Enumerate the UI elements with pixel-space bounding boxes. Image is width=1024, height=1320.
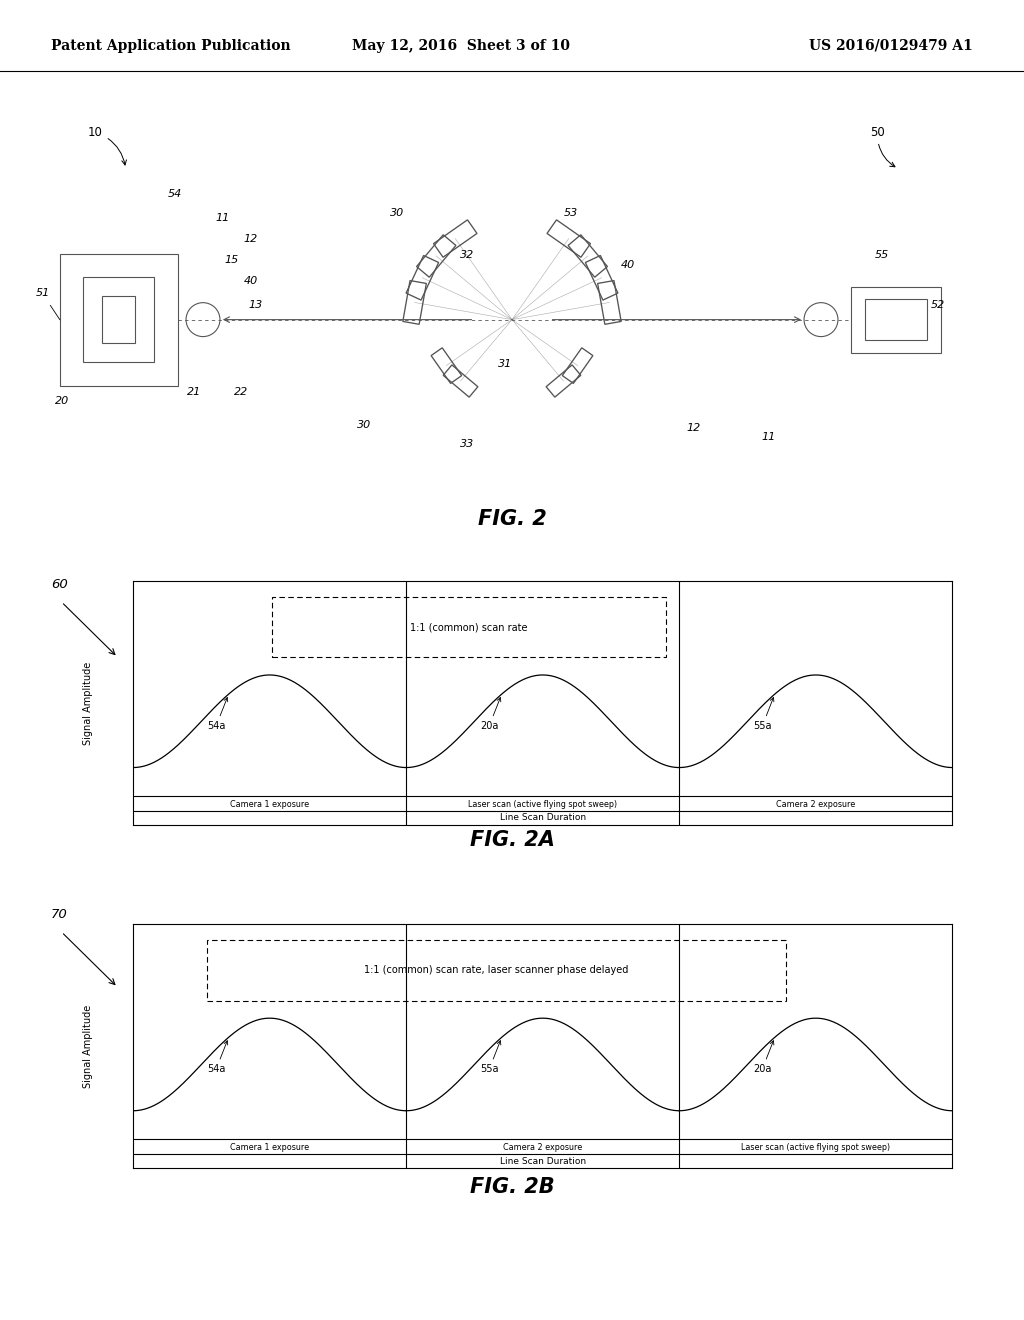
Text: 11: 11 bbox=[215, 213, 229, 223]
Text: 20a: 20a bbox=[753, 1040, 774, 1074]
Text: 51: 51 bbox=[36, 288, 50, 298]
Text: 11: 11 bbox=[762, 433, 776, 442]
Text: 30: 30 bbox=[389, 209, 403, 218]
Text: 33: 33 bbox=[460, 440, 474, 449]
Text: 55a: 55a bbox=[753, 697, 774, 731]
Text: 60: 60 bbox=[51, 578, 68, 591]
Text: 54: 54 bbox=[168, 189, 182, 199]
Text: Signal Amplitude: Signal Amplitude bbox=[83, 661, 93, 744]
Text: Camera 2 exposure: Camera 2 exposure bbox=[776, 800, 855, 809]
Text: Line Scan Duration: Line Scan Duration bbox=[500, 813, 586, 822]
Text: Laser scan (active flying spot sweep): Laser scan (active flying spot sweep) bbox=[468, 800, 617, 809]
Text: 55a: 55a bbox=[480, 1040, 501, 1074]
Text: 21: 21 bbox=[187, 387, 202, 397]
Text: 52: 52 bbox=[931, 301, 945, 310]
Text: FIG. 2: FIG. 2 bbox=[477, 508, 547, 529]
Text: Camera 2 exposure: Camera 2 exposure bbox=[503, 1143, 583, 1152]
Text: 1:1 (common) scan rate, laser scanner phase delayed: 1:1 (common) scan rate, laser scanner ph… bbox=[365, 965, 629, 975]
Text: 15: 15 bbox=[224, 255, 239, 265]
Text: FIG. 2B: FIG. 2B bbox=[470, 1176, 554, 1197]
Text: 50: 50 bbox=[870, 125, 895, 166]
FancyBboxPatch shape bbox=[272, 597, 666, 657]
Text: FIG. 2A: FIG. 2A bbox=[470, 829, 554, 850]
Text: 31: 31 bbox=[498, 359, 512, 368]
Text: 54a: 54a bbox=[207, 697, 227, 731]
Text: US 2016/0129479 A1: US 2016/0129479 A1 bbox=[809, 38, 973, 53]
Text: May 12, 2016  Sheet 3 of 10: May 12, 2016 Sheet 3 of 10 bbox=[352, 38, 569, 53]
Text: 55: 55 bbox=[874, 251, 889, 260]
Text: Camera 1 exposure: Camera 1 exposure bbox=[230, 800, 309, 809]
Text: Patent Application Publication: Patent Application Publication bbox=[51, 38, 291, 53]
Text: 54a: 54a bbox=[207, 1040, 227, 1074]
Text: 22: 22 bbox=[234, 387, 249, 397]
Text: 12: 12 bbox=[244, 235, 258, 244]
FancyBboxPatch shape bbox=[207, 940, 785, 1001]
Text: 32: 32 bbox=[460, 251, 474, 260]
Text: Laser scan (active flying spot sweep): Laser scan (active flying spot sweep) bbox=[741, 1143, 890, 1152]
Text: 53: 53 bbox=[564, 209, 579, 218]
Text: 13: 13 bbox=[248, 301, 262, 310]
Text: 40: 40 bbox=[244, 276, 258, 286]
Text: Camera 1 exposure: Camera 1 exposure bbox=[230, 1143, 309, 1152]
Text: Line Scan Duration: Line Scan Duration bbox=[500, 1156, 586, 1166]
Text: 10: 10 bbox=[88, 125, 126, 165]
Text: 20: 20 bbox=[55, 396, 70, 407]
Text: 30: 30 bbox=[356, 420, 371, 430]
Text: 12: 12 bbox=[686, 422, 700, 433]
Text: 20a: 20a bbox=[480, 697, 501, 731]
Text: Signal Amplitude: Signal Amplitude bbox=[83, 1005, 93, 1088]
Text: 70: 70 bbox=[51, 908, 68, 921]
Text: 1:1 (common) scan rate: 1:1 (common) scan rate bbox=[411, 622, 527, 632]
Text: 40: 40 bbox=[621, 260, 635, 269]
